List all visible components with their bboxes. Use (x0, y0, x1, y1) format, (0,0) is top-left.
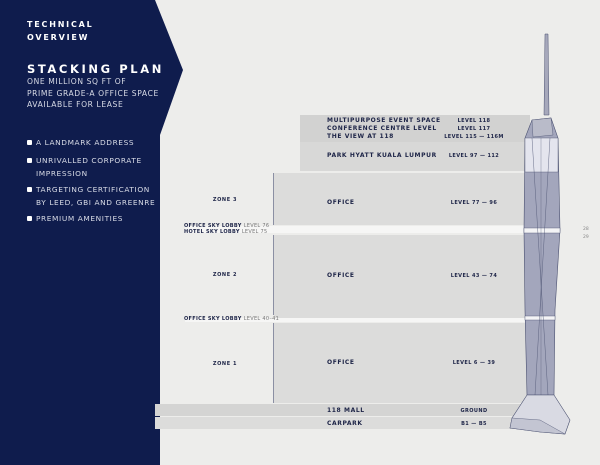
space-level: LEVEL 6 — 39 (452, 360, 496, 366)
top-levels-band (300, 115, 530, 142)
sky-lobby-label: OFFICE SKY LOBBY LEVEL 40–41 (184, 316, 280, 322)
zone-3-arrow (273, 173, 274, 225)
space-name: THE VIEW AT 118 (327, 133, 394, 140)
zone-label: ZONE 1 (212, 361, 238, 367)
page-title: STACKING PLAN (27, 62, 164, 76)
zone-label: ZONE 2 (212, 272, 238, 278)
space-level: LEVEL 77 — 96 (450, 200, 498, 206)
space-name: CONFERENCE CENTRE LEVEL (327, 125, 437, 132)
space-level: GROUND (460, 408, 488, 414)
section-label: TECHNICAL OVERVIEW (27, 20, 94, 42)
space-level: LEVEL 117 (457, 126, 491, 132)
page-number: 29 (583, 235, 589, 240)
space-name: OFFICE (327, 359, 355, 366)
sky-lobby-strip (185, 226, 530, 233)
zone-2-band (274, 235, 530, 318)
space-level: LEVEL 118 (457, 118, 491, 124)
navy-panel (0, 0, 183, 465)
zone-3-band (274, 173, 530, 225)
space-name: OFFICE (327, 272, 355, 279)
zone-1-band (274, 323, 530, 403)
zone-2-arrow (273, 235, 274, 315)
zone-label: ZONE 3 (212, 197, 238, 203)
bullet-item: UNRIVALLED CORPORATE IMPRESSION (27, 155, 142, 180)
space-name: 118 MALL (327, 407, 365, 414)
space-level: LEVEL 97 — 112 (448, 153, 500, 159)
space-name: PARK HYATT KUALA LUMPUR (327, 152, 437, 159)
sky-lobby-strip (185, 318, 530, 322)
space-name: CARPARK (327, 420, 363, 427)
sky-lobby-label: OFFICE SKY LOBBY LEVEL 76 (184, 223, 270, 229)
sky-lobby-label: HOTEL SKY LOBBY LEVEL 75 (184, 229, 268, 235)
carpark-band (155, 417, 530, 429)
space-level: B1 — B5 (461, 421, 487, 427)
space-name: MULTIPURPOSE EVENT SPACE (327, 117, 441, 124)
space-level: LEVEL 115 — 116M (444, 134, 504, 140)
mall-band (155, 404, 530, 416)
space-name: OFFICE (327, 199, 355, 206)
bullet-item: TARGETING CERTIFICATION BY LEED, GBI AND … (27, 184, 155, 209)
subtitle: ONE MILLION SQ FT OF PRIME GRADE-A OFFICE… (27, 77, 159, 109)
page-number: 28 (583, 227, 589, 232)
zone-1-arrow (273, 323, 274, 403)
bullet-item: A LANDMARK ADDRESS (27, 137, 134, 150)
bullet-item: PREMIUM AMENITIES (27, 213, 123, 226)
space-level: LEVEL 43 — 74 (450, 273, 498, 279)
